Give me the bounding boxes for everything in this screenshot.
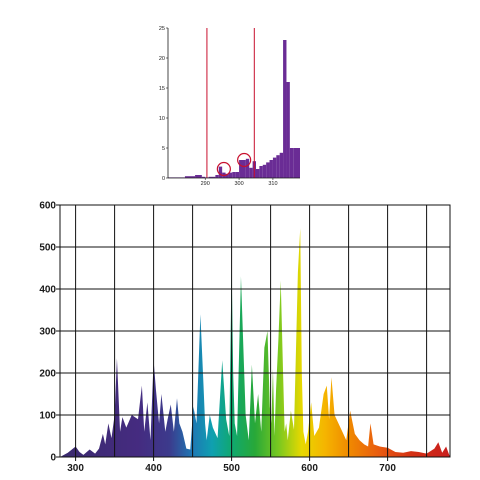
inset-bar (256, 169, 260, 178)
y-tick-label: 300 (39, 327, 56, 338)
inset-chart: 25 20 15 10 5 0 290 300 310 (159, 26, 300, 187)
inset-bar (289, 148, 294, 178)
inset-bar (208, 176, 216, 178)
y-tick-label: 400 (39, 285, 56, 296)
x-tick-label: 700 (379, 463, 396, 474)
inset-x-tick-label: 300 (234, 181, 243, 187)
y-tick-label: 200 (39, 369, 56, 380)
inset-bar (225, 173, 229, 178)
inset-bar (215, 175, 219, 178)
inset-y-tick-label: 15 (159, 86, 165, 92)
main-y-ticks: 600 500 400 300 200 100 0 (39, 201, 60, 464)
inset-y-tick-label: 20 (159, 56, 165, 62)
inset-bar (279, 152, 284, 178)
inset-y-tick-label: 0 (162, 176, 165, 182)
inset-bar (184, 176, 196, 178)
y-tick-label: 100 (39, 411, 56, 422)
y-tick-label: 0 (50, 453, 56, 464)
y-tick-label: 600 (39, 201, 56, 212)
inset-highlight-circle (216, 161, 231, 177)
inset-bar (228, 172, 233, 178)
inset-bar (239, 160, 246, 178)
inset-bar (259, 166, 263, 178)
inset-bar (293, 148, 300, 178)
inset-bar (269, 160, 273, 178)
inset-bar (272, 157, 277, 178)
inset-y-tick-label: 10 (159, 116, 165, 122)
inset-bar (266, 162, 270, 178)
inset-bar (249, 167, 253, 178)
inset-bar (218, 166, 223, 178)
inset-y-tick-label: 5 (162, 146, 165, 152)
inset-bar (245, 158, 250, 178)
inset-bar (232, 172, 236, 178)
x-tick-label: 300 (67, 463, 84, 474)
inset-highlight-circles (216, 152, 252, 177)
inset-bar (276, 155, 280, 178)
inset-bar (283, 40, 287, 178)
inset-y-tick-label: 25 (159, 26, 165, 32)
inset-bar (286, 82, 290, 178)
inset-x-ticks: 290 300 310 (201, 178, 278, 187)
inset-highlight-circle (237, 152, 252, 168)
main-chart: 600 500 400 300 200 100 0 300 400 500 600 700 (39, 201, 451, 474)
inset-bar (201, 176, 206, 178)
x-tick-label: 600 (301, 463, 318, 474)
inset-bar (235, 172, 240, 178)
main-grid (60, 205, 450, 457)
inset-reference-lines (206, 28, 255, 178)
inset-bars (168, 40, 300, 178)
inset-y-ticks: 25 20 15 10 5 0 (159, 26, 168, 182)
inset-x-tick-label: 290 (201, 181, 210, 187)
y-tick-label: 500 (39, 243, 56, 254)
x-tick-label: 400 (145, 463, 162, 474)
main-x-ticks: 300 400 500 600 700 (67, 457, 396, 474)
inset-bar (195, 175, 202, 178)
inset-bar (262, 164, 267, 178)
inset-x-tick-label: 310 (268, 181, 277, 187)
x-tick-label: 500 (223, 463, 240, 474)
